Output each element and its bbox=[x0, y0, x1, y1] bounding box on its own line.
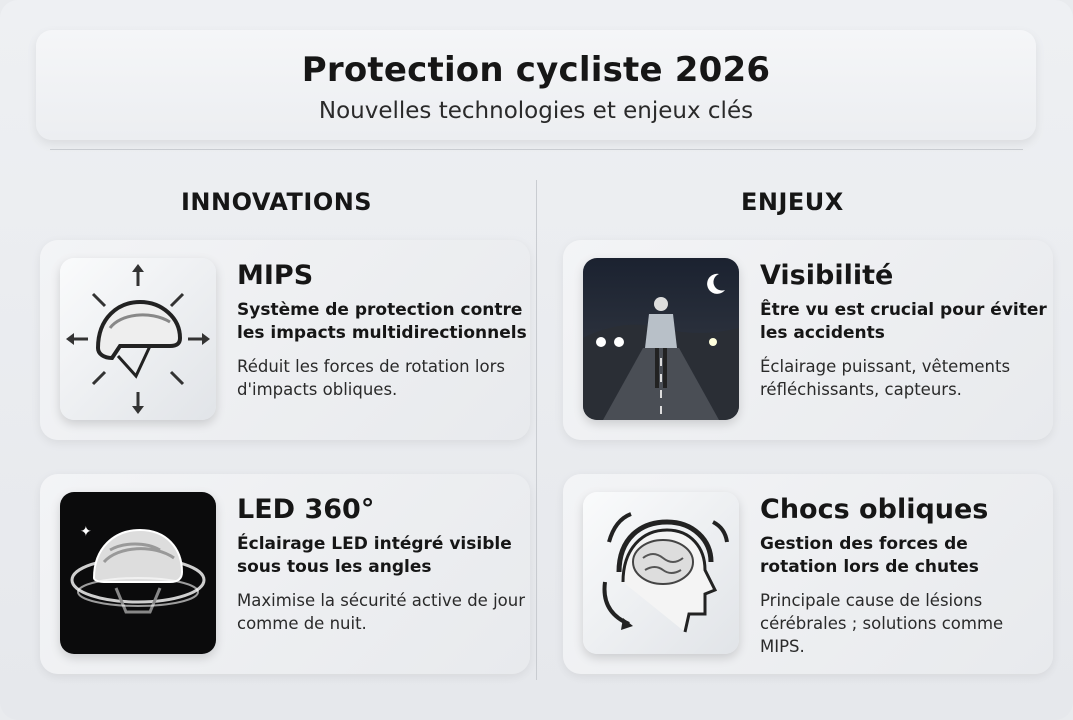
card-description: Réduit les forces de rotation lors d'imp… bbox=[237, 357, 505, 399]
card-subtitle: Être vu est crucial pour éviter les acci… bbox=[760, 300, 1047, 343]
card-title: Visibilité bbox=[760, 260, 894, 291]
svg-text:✦: ✦ bbox=[80, 524, 92, 540]
card-led: ✦ LED 360° Éclairage LED intégré visible… bbox=[40, 474, 530, 674]
card-subtitle: Système de protection contre les impacts… bbox=[237, 300, 527, 343]
innovations-heading: INNOVATIONS bbox=[181, 188, 373, 216]
card-visibilite: Visibilité Être vu est crucial pour évit… bbox=[563, 240, 1053, 440]
header: Protection cycliste 2026 Nouvelles techn… bbox=[36, 30, 1036, 140]
led-helmet-icon: ✦ bbox=[60, 492, 216, 654]
helmet-arrows-icon bbox=[60, 258, 216, 420]
card-title: MIPS bbox=[237, 260, 314, 291]
page-subtitle: Nouvelles technologies et enjeux clés bbox=[318, 98, 754, 124]
card-title: Chocs obliques bbox=[760, 494, 989, 525]
divider bbox=[50, 149, 1023, 150]
column-divider bbox=[536, 180, 537, 680]
card-subtitle: Gestion des forces de rotation lors de c… bbox=[760, 534, 979, 577]
card-title: LED 360° bbox=[237, 494, 375, 525]
brain-helmet-icon bbox=[583, 492, 739, 654]
card-mips: MIPS Système de protection contre les im… bbox=[40, 240, 530, 440]
card-chocs-obliques: Chocs obliques Gestion des forces de rot… bbox=[563, 474, 1053, 674]
card-subtitle: Éclairage LED intégré visible sous tous … bbox=[237, 534, 512, 577]
card-description: Éclairage puissant, vêtements réfléchiss… bbox=[760, 357, 1011, 399]
page-title: Protection cycliste 2026 bbox=[301, 50, 771, 90]
enjeux-heading: ENJEUX bbox=[741, 188, 844, 216]
card-description: Maximise la sécurité active de jour comm… bbox=[237, 591, 525, 633]
night-cyclist-icon bbox=[583, 258, 739, 420]
card-description: Principale cause de lésions cérébrales ;… bbox=[760, 591, 1004, 656]
